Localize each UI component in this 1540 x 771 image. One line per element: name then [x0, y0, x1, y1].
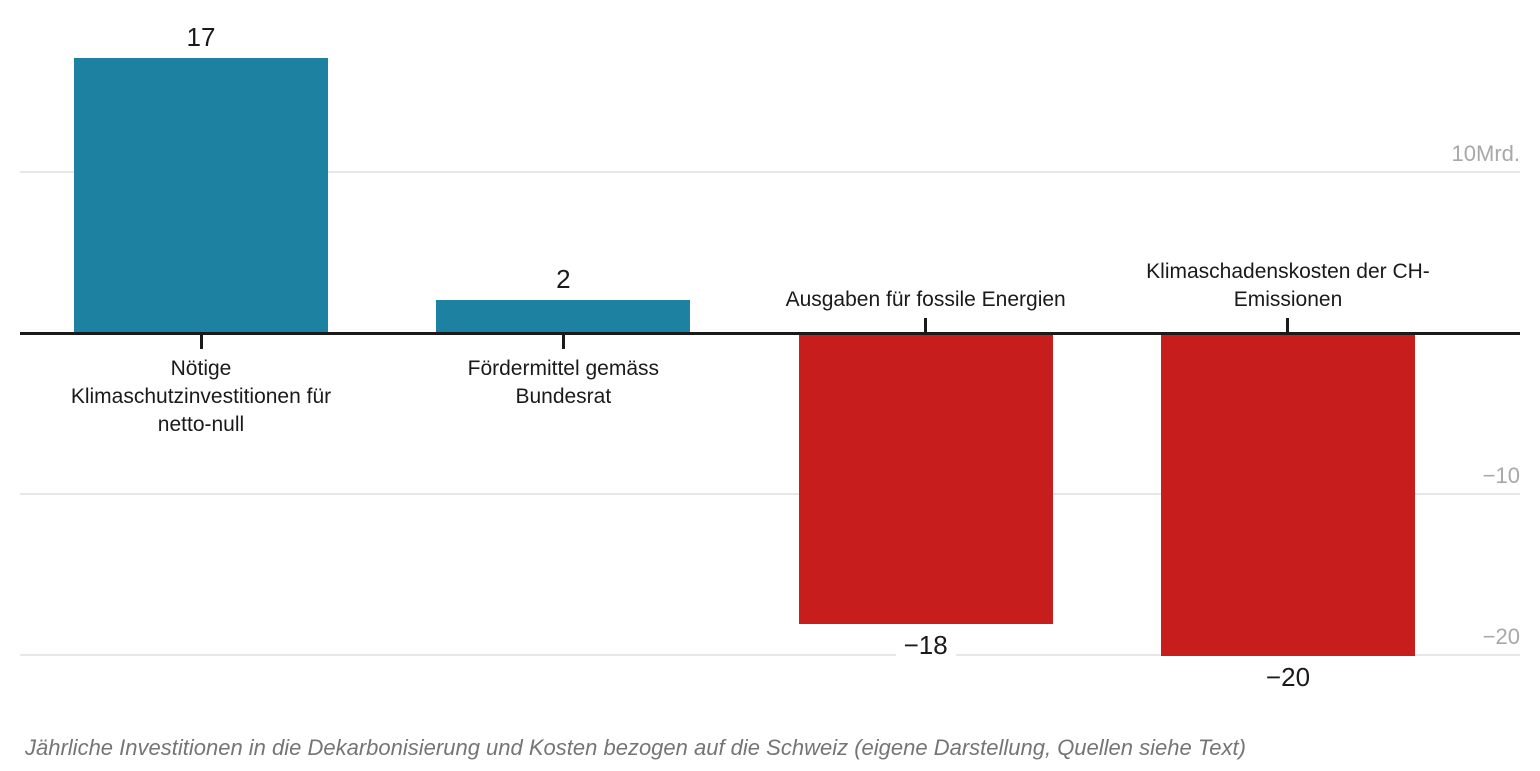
bar-3	[798, 334, 1053, 624]
category-label-line: netto-null	[157, 413, 245, 436]
axis-tick-3	[924, 318, 928, 332]
gridline-10	[20, 171, 1520, 173]
bar-chart: 10Mrd. −10 −20 17 Nötige Klimaschutzinvestiti…	[20, 22, 1520, 692]
chart-caption: Jährliche Investitionen in die Dekarboni…	[25, 735, 1246, 760]
y-axis-label--20: −20	[1482, 624, 1520, 649]
category-label-line: Ausgaben für fossile Energien	[785, 288, 1066, 311]
category-label-line: Nötige	[170, 357, 232, 380]
value-label-2: 2	[548, 263, 579, 294]
axis-tick-2	[561, 335, 565, 349]
value-label-1: 17	[178, 22, 224, 53]
value-label-3: −18	[895, 629, 956, 660]
category-label-line: Klimaschadenskosten der CH-	[1146, 260, 1430, 283]
value-label-4: −20	[1257, 662, 1319, 692]
bar-2	[436, 299, 691, 332]
bar-1	[74, 58, 328, 332]
y-axis-label-10: 10Mrd.	[1451, 141, 1520, 166]
category-label-3: Ausgaben für fossile Energien	[746, 286, 1106, 314]
axis-tick-4	[1286, 318, 1290, 332]
category-label-line: Fördermittel gemäss	[467, 357, 660, 380]
bar-4	[1160, 334, 1415, 656]
y-axis-label--10: −10	[1482, 463, 1520, 488]
category-label-1: Nötige Klimaschutzinvestitionen für netto-…	[21, 355, 381, 439]
category-label-2: Fördermittel gemäss Bundesrat	[383, 355, 743, 411]
gridline--20	[20, 654, 1520, 656]
axis-tick-1	[199, 335, 203, 349]
category-label-line: Klimaschutzinvestitionen für	[70, 385, 332, 408]
gridline--10	[20, 493, 1520, 495]
category-label-line: Emissionen	[1233, 288, 1343, 311]
category-label-line: Bundesrat	[515, 385, 612, 408]
category-label-4: Klimaschadenskosten der CH- Emissionen	[1108, 258, 1468, 314]
x-axis-line	[20, 331, 1520, 335]
